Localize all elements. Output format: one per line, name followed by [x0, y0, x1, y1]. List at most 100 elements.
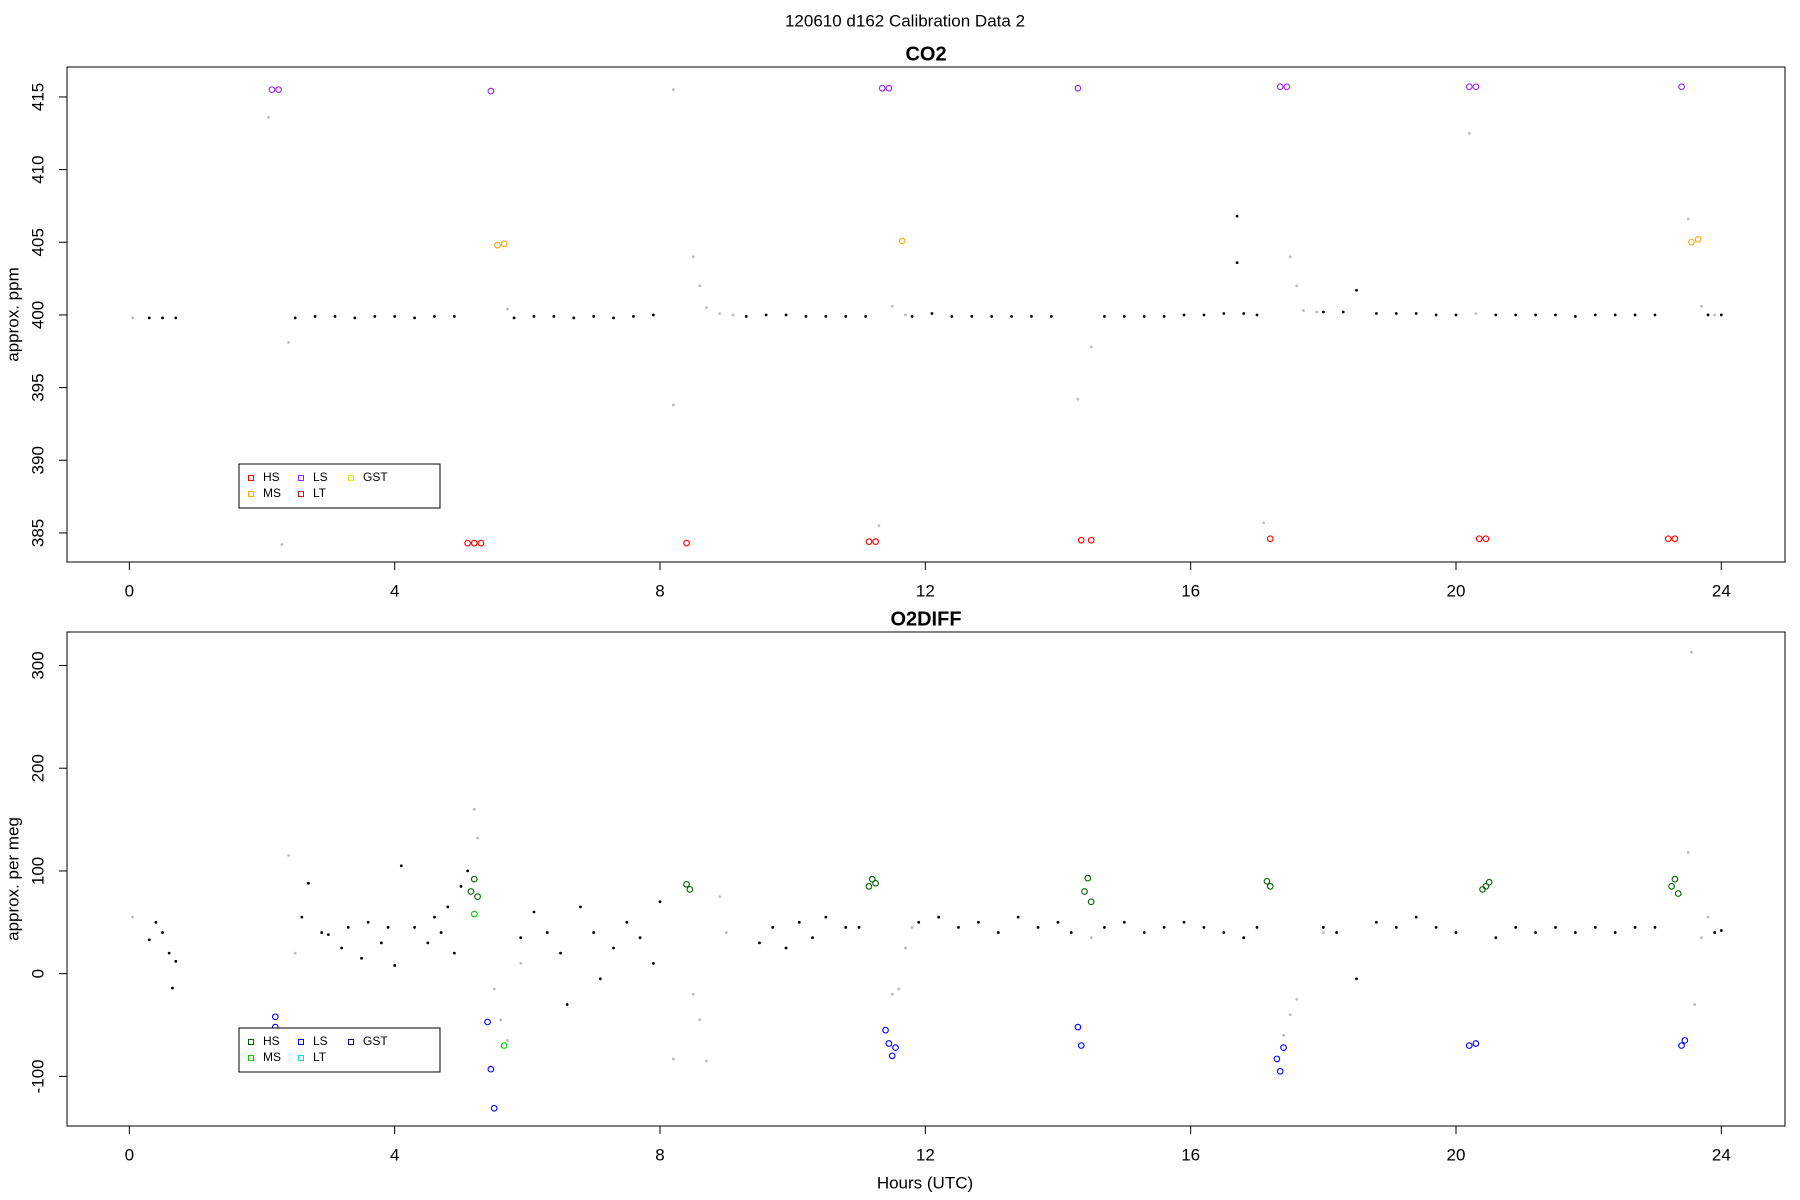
data-point: [1202, 926, 1206, 929]
data-point: [797, 920, 801, 924]
data-point: [1482, 882, 1490, 890]
data-point: [864, 314, 868, 318]
data-point: [452, 314, 456, 318]
data-point: [280, 543, 284, 546]
data-point: [413, 316, 416, 320]
data-point: [1465, 83, 1473, 91]
data-point: [1414, 312, 1418, 315]
data-point: [598, 977, 602, 981]
data-point: [691, 992, 695, 996]
data-point: [691, 255, 695, 259]
data-point: [1242, 936, 1246, 940]
data-point: [494, 241, 501, 249]
data-point: [1719, 313, 1723, 317]
data-point: [552, 314, 556, 318]
data-point: [612, 316, 615, 320]
legend-swatch: [248, 491, 254, 497]
x-tick-label: 16: [1181, 1145, 1200, 1164]
data-point: [1554, 926, 1557, 929]
data-point: [174, 959, 178, 963]
plot-frame: [66, 631, 1786, 1127]
data-point: [1719, 929, 1723, 932]
data-point: [1664, 535, 1672, 543]
data-point: [1467, 131, 1471, 135]
data-point: [1302, 309, 1305, 312]
y-tick-label: 300: [28, 651, 47, 679]
data-point: [865, 882, 873, 890]
data-point: [467, 888, 475, 895]
y-axis-label: approx. per meg: [3, 817, 22, 941]
data-point: [1255, 313, 1259, 317]
data-point: [824, 915, 828, 919]
data-point: [492, 987, 496, 991]
data-point: [910, 314, 914, 318]
data-point: [1089, 936, 1093, 940]
data-point: [885, 1040, 893, 1047]
data-point: [320, 931, 324, 934]
x-tick-label: 20: [1447, 1145, 1466, 1164]
data-point: [470, 910, 478, 918]
data-point: [484, 1018, 491, 1026]
data-point: [705, 1059, 708, 1063]
data-point: [1081, 888, 1088, 895]
data-point: [892, 1044, 899, 1051]
data-point: [1394, 312, 1398, 315]
data-point: [1475, 535, 1483, 543]
data-point: [1069, 931, 1073, 934]
data-point: [154, 920, 158, 924]
legend-label: LS: [313, 470, 328, 484]
data-point: [977, 920, 980, 924]
data-point: [844, 314, 848, 318]
data-point: [1434, 926, 1438, 929]
data-point: [1706, 313, 1710, 317]
data-point: [1202, 313, 1206, 317]
data-point: [1282, 1033, 1285, 1037]
data-point: [1222, 931, 1226, 934]
data-point: [300, 915, 304, 919]
data-point: [1494, 313, 1498, 317]
data-point: [1087, 536, 1095, 544]
data-point: [1074, 1023, 1082, 1031]
data-point: [1686, 851, 1690, 854]
data-point: [1122, 314, 1126, 318]
data-point: [996, 931, 1000, 934]
data-point: [271, 1013, 279, 1021]
data-point: [890, 992, 894, 996]
data-point: [857, 926, 861, 929]
y-tick-label: 385: [28, 519, 47, 547]
data-point: [353, 316, 357, 320]
data-point: [1355, 288, 1358, 292]
data-point: [1713, 931, 1717, 934]
data-point: [487, 1065, 495, 1073]
data-point: [885, 84, 893, 92]
data-point: [1485, 878, 1493, 886]
data-point: [1653, 313, 1657, 317]
legend-label: MS: [263, 1050, 281, 1064]
data-point: [1414, 915, 1418, 919]
legend-swatch: [248, 475, 254, 481]
data-point: [500, 240, 508, 248]
data-point: [1235, 214, 1239, 218]
data-point: [904, 946, 907, 950]
points: [131, 650, 1723, 1112]
data-point: [519, 936, 523, 940]
data-point: [724, 931, 728, 934]
data-point: [1182, 920, 1186, 924]
data-point: [888, 1052, 896, 1060]
data-point: [904, 313, 907, 317]
data-point: [1295, 997, 1299, 1001]
data-point: [1242, 312, 1246, 315]
data-point: [1103, 926, 1106, 929]
x-tick-label: 4: [390, 1145, 399, 1164]
data-point: [1074, 84, 1082, 92]
data-point: [1434, 313, 1438, 317]
x-tick-label: 12: [916, 1145, 935, 1164]
data-point: [293, 951, 297, 955]
data-point: [393, 314, 397, 318]
data-point: [1671, 875, 1679, 883]
data-point: [500, 1042, 508, 1049]
data-point: [1674, 890, 1682, 897]
data-point: [1494, 936, 1498, 940]
data-point: [612, 946, 615, 950]
